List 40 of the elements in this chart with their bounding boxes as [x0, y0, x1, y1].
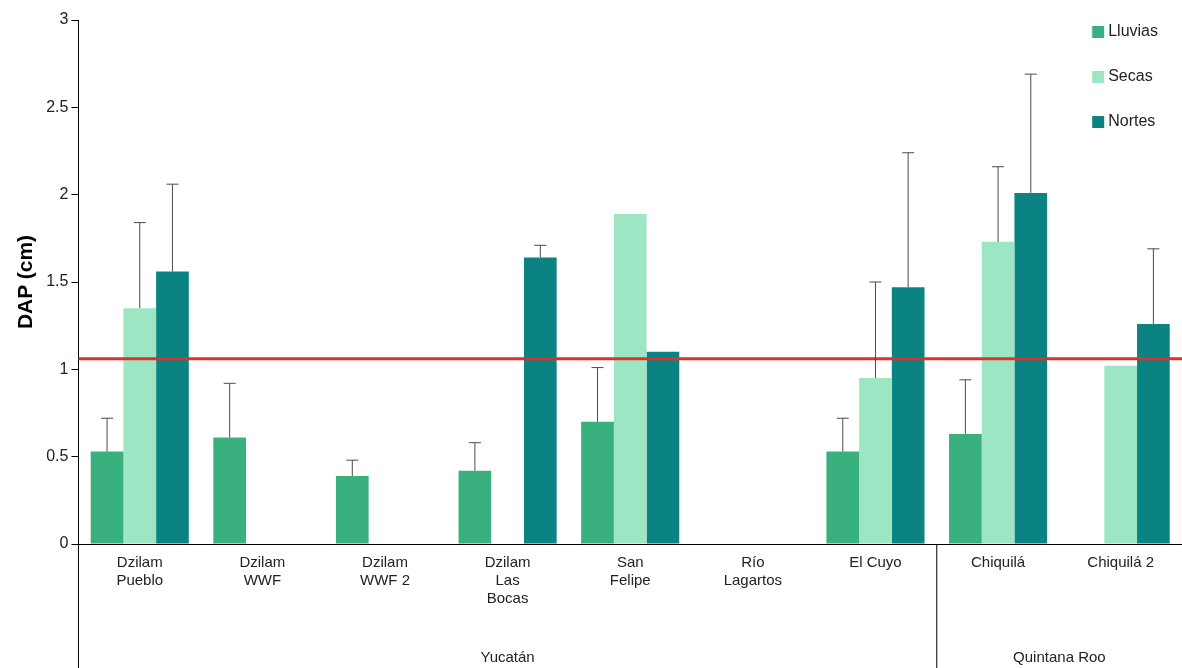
bar — [335, 475, 369, 544]
bar — [123, 308, 157, 544]
bar — [1014, 192, 1048, 544]
bar — [826, 451, 860, 544]
x-tick-label: Chiquilá — [970, 553, 1026, 571]
y-tick-label: 0.5 — [46, 447, 69, 465]
x-tick-label: Dzilam Pueblo — [116, 553, 164, 589]
bar — [949, 433, 982, 544]
x-tick-label: El Cuyo — [849, 553, 902, 571]
x-tick-label: Río Lagartos — [723, 553, 783, 589]
x-tick-label: Chiquilá 2 — [1087, 553, 1155, 571]
y-axis-title: DAP (cm) — [13, 234, 37, 330]
bar — [1104, 365, 1138, 544]
bar — [523, 257, 557, 544]
bar — [1137, 323, 1170, 544]
y-tick-label: 3 — [59, 10, 69, 28]
text: Yucatán — [480, 648, 535, 665]
text: Quintana Roo — [1013, 648, 1106, 665]
bar — [581, 421, 614, 544]
x-tick-label: San Felipe — [609, 553, 651, 589]
bar — [613, 213, 647, 544]
y-tick-label: 2 — [59, 185, 69, 203]
x-tick-label: Dzilam Las Bocas — [484, 553, 531, 607]
bar — [891, 287, 925, 544]
bar — [213, 437, 247, 544]
y-tick-label: 0 — [59, 534, 69, 552]
y-tick-label: 2.5 — [46, 97, 69, 115]
bar — [646, 351, 680, 544]
y-tick-label: 1 — [59, 359, 69, 377]
bar — [981, 241, 1015, 544]
legend-label: Nortes — [1108, 112, 1156, 130]
legend-label: Secas — [1108, 67, 1153, 85]
bar — [458, 470, 492, 544]
y-tick-label: 1.5 — [46, 272, 69, 290]
bar — [156, 271, 189, 544]
x-tick-label: Dzilam WWF 2 — [359, 553, 410, 589]
bar — [859, 378, 892, 544]
legend-label: Lluvias — [1108, 22, 1159, 40]
bar — [90, 451, 124, 544]
x-tick-label: Dzilam WWF — [239, 553, 286, 589]
